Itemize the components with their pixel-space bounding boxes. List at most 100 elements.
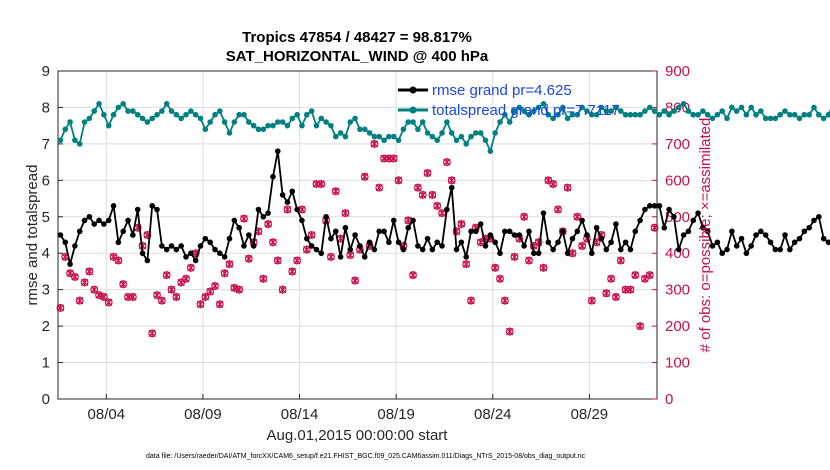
obs-assimilated-marker	[274, 256, 282, 265]
totalspread-marker	[361, 126, 368, 133]
totalspread-marker	[579, 104, 585, 111]
totalspread-marker	[328, 122, 334, 129]
rmse-marker	[265, 210, 271, 216]
obs-assimilated-marker	[636, 322, 644, 331]
obs-assimilated-marker	[588, 296, 596, 305]
totalspread-marker	[617, 108, 624, 114]
rmse-marker	[714, 239, 721, 246]
rmse-marker	[767, 239, 774, 246]
chart-title: Tropics 47854 / 48427 = 98.817%	[242, 29, 472, 46]
obs-assimilated-marker	[298, 205, 306, 214]
obs-assimilated-marker	[428, 190, 437, 199]
totalspread-marker	[366, 130, 373, 136]
totalspread-marker	[748, 104, 754, 111]
obs-assimilated-marker	[95, 291, 103, 300]
rmse-marker	[419, 246, 426, 253]
chart-subtitle: SAT_HORIZONTAL_WIND @ 400 hPa	[226, 48, 489, 65]
rmse-marker	[352, 232, 358, 238]
totalspread-marker	[260, 126, 267, 133]
rmse-marker	[125, 217, 131, 224]
totalspread-marker	[719, 108, 726, 114]
obs-assimilated-marker	[506, 327, 514, 336]
totalspread-marker	[646, 104, 653, 111]
rmse-marker	[473, 228, 479, 235]
obs-assimilated-marker	[163, 271, 171, 280]
totalspread-marker	[801, 111, 808, 118]
obs-assimilated-marker	[568, 249, 577, 258]
rmse-marker	[487, 232, 494, 238]
obs-assimilated-marker	[612, 292, 620, 301]
totalspread-marker	[284, 122, 291, 129]
obs-assimilated-marker	[80, 278, 89, 287]
totalspread-marker	[62, 126, 69, 133]
obs-assimilated-marker	[573, 212, 581, 221]
x-tick-label: 08/04	[88, 406, 126, 423]
obs-assimilated-marker	[501, 296, 509, 305]
totalspread-marker	[57, 137, 64, 144]
totalspread-marker	[221, 119, 228, 125]
rmse-marker	[806, 224, 812, 231]
rmse-marker	[149, 203, 155, 209]
obs-assimilated-marker	[491, 263, 499, 272]
rmse-marker	[110, 203, 117, 209]
obs-assimilated-marker	[520, 212, 528, 221]
rmse-marker	[318, 250, 325, 257]
totalspread-marker	[787, 111, 793, 118]
obs-assimilated-marker	[457, 220, 466, 229]
obs-assimilated-marker	[370, 139, 379, 148]
rmse-marker	[772, 246, 779, 253]
rmse-marker	[690, 217, 697, 224]
obs-assimilated-marker	[177, 278, 185, 287]
totalspread-marker	[675, 104, 682, 111]
obs-assimilated-marker	[187, 263, 195, 272]
totalspread-marker	[613, 104, 619, 111]
obs-assimilated-marker	[641, 274, 649, 283]
totalspread-marker	[390, 133, 397, 140]
totalspread-marker	[506, 119, 513, 125]
rmse-marker	[675, 246, 682, 253]
totalspread-marker	[270, 122, 276, 129]
totalspread-marker	[444, 119, 450, 125]
rmse-marker	[154, 206, 160, 213]
rmse-series	[57, 148, 830, 267]
totalspread-marker	[381, 137, 387, 144]
totalspread-marker	[424, 130, 431, 136]
totalspread-marker	[511, 108, 518, 114]
totalspread-marker	[603, 108, 610, 114]
y-left-tick-label: 9	[42, 63, 50, 80]
rmse-marker	[825, 239, 830, 246]
totalspread-marker	[115, 104, 122, 111]
rmse-marker	[468, 228, 474, 235]
rmse-marker	[738, 235, 745, 242]
y-right-tick-label: 600	[665, 172, 690, 189]
totalspread-marker	[231, 119, 238, 125]
rmse-marker	[579, 217, 585, 224]
obs-assimilated-marker	[607, 274, 615, 283]
rmse-marker	[791, 239, 798, 246]
totalspread-marker	[67, 119, 73, 125]
rmse-marker	[704, 228, 711, 235]
rmse-marker	[400, 246, 407, 253]
totalspread-marker	[308, 108, 315, 114]
rmse-marker	[96, 217, 102, 224]
obs-assimilated-marker	[293, 256, 301, 265]
obs-assimilated-marker	[394, 176, 403, 185]
totalspread-marker	[434, 137, 441, 144]
rmse-marker	[173, 246, 180, 253]
rmse-marker	[671, 213, 677, 220]
obs-assimilated-marker	[341, 209, 350, 218]
totalspread-marker	[439, 130, 445, 136]
rmse-marker	[274, 148, 281, 154]
rmse-marker	[719, 250, 726, 257]
totalspread-marker	[72, 137, 78, 144]
x-tick-label: 08/09	[184, 406, 222, 423]
rmse-marker	[463, 254, 469, 260]
totalspread-marker	[661, 108, 668, 114]
totalspread-marker	[410, 119, 416, 125]
totalspread-marker	[782, 108, 788, 114]
totalspread-marker	[531, 108, 537, 114]
obs-assimilated-marker	[158, 296, 166, 305]
obs-assimilated-marker	[220, 269, 229, 278]
rmse-marker	[613, 221, 619, 227]
y-right-tick-label: 0	[665, 391, 673, 408]
